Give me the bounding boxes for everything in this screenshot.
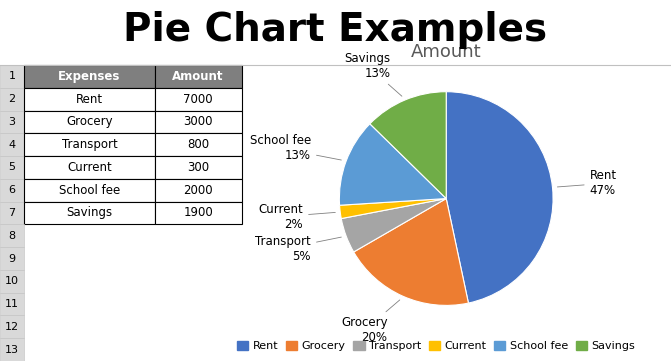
Text: 4: 4	[9, 140, 15, 150]
Bar	[0, 110, 24, 133]
Text: Grocery: Grocery	[66, 116, 113, 129]
Text: School fee: School fee	[59, 184, 120, 197]
Bar	[154, 156, 242, 179]
Bar	[0, 201, 24, 225]
Text: 800: 800	[187, 138, 209, 151]
Text: 13: 13	[5, 345, 19, 355]
Text: 8: 8	[9, 231, 15, 241]
Wedge shape	[354, 199, 468, 305]
Text: 1900: 1900	[183, 206, 213, 219]
Bar	[0, 293, 24, 316]
Bar	[24, 88, 154, 110]
Text: 3: 3	[9, 117, 15, 127]
Text: 300: 300	[187, 161, 209, 174]
Bar	[0, 225, 24, 247]
Text: Savings
13%: Savings 13%	[344, 52, 402, 96]
Title: Amount: Amount	[411, 43, 482, 61]
Text: Rent: Rent	[76, 93, 103, 106]
Text: 11: 11	[5, 299, 19, 309]
Bar	[0, 156, 24, 179]
Text: Current
2%: Current 2%	[258, 203, 336, 231]
Bar	[0, 316, 24, 338]
Bar	[0, 247, 24, 270]
Bar	[0, 133, 24, 156]
Text: School fee
13%: School fee 13%	[250, 134, 342, 162]
Text: 3000: 3000	[183, 116, 213, 129]
Legend: Rent, Grocery, Transport, Current, School fee, Savings: Rent, Grocery, Transport, Current, Schoo…	[233, 336, 639, 356]
Text: 5: 5	[9, 162, 15, 173]
Text: Transport: Transport	[62, 138, 117, 151]
Wedge shape	[446, 92, 553, 303]
Text: Rent
47%: Rent 47%	[558, 169, 617, 197]
Text: Expenses: Expenses	[58, 70, 121, 83]
Text: Pie Chart Examples: Pie Chart Examples	[123, 11, 548, 49]
Wedge shape	[340, 199, 446, 218]
Wedge shape	[342, 199, 446, 252]
Wedge shape	[370, 92, 446, 199]
Bar	[0, 338, 24, 361]
Text: Current: Current	[67, 161, 112, 174]
Text: 12: 12	[5, 322, 19, 332]
Wedge shape	[340, 124, 446, 205]
Bar	[24, 65, 154, 88]
Bar	[0, 179, 24, 201]
Bar	[24, 110, 154, 133]
Text: Savings: Savings	[66, 206, 113, 219]
Text: Amount: Amount	[172, 70, 224, 83]
Bar	[0, 65, 24, 88]
Bar	[154, 88, 242, 110]
Text: 7: 7	[9, 208, 15, 218]
Bar	[154, 179, 242, 201]
Text: 7000: 7000	[183, 93, 213, 106]
Text: 10: 10	[5, 276, 19, 286]
Bar	[24, 201, 154, 225]
Text: Grocery
20%: Grocery 20%	[341, 300, 400, 344]
Bar	[154, 110, 242, 133]
Text: 6: 6	[9, 185, 15, 195]
Bar	[0, 88, 24, 110]
Bar	[24, 156, 154, 179]
Bar	[154, 133, 242, 156]
Bar	[154, 65, 242, 88]
Text: 1: 1	[9, 71, 15, 81]
Bar	[0, 270, 24, 293]
Text: 2000: 2000	[183, 184, 213, 197]
Text: 9: 9	[9, 253, 15, 264]
Bar	[24, 179, 154, 201]
Bar	[24, 133, 154, 156]
Text: Transport
5%: Transport 5%	[255, 235, 342, 263]
Bar	[154, 201, 242, 225]
Text: 2: 2	[9, 94, 15, 104]
